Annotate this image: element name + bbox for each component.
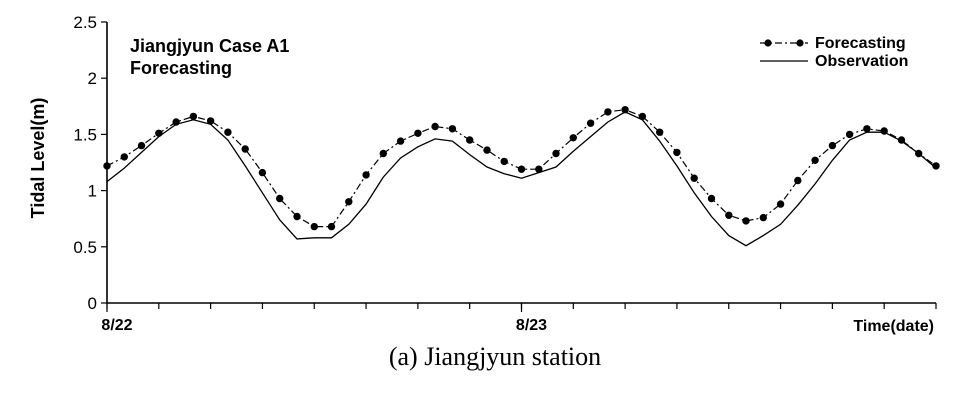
forecasting-point — [155, 129, 163, 137]
observation-line — [106, 111, 937, 247]
y-tick-labels: 0 0.5 1 1.5 2 2.5 — [73, 13, 97, 313]
forecasting-point — [845, 130, 854, 139]
series-forecasting — [103, 106, 940, 231]
forecasting-point — [759, 213, 767, 222]
legend-observation-label: Observation — [815, 53, 908, 70]
forecasting-point — [656, 128, 664, 136]
forecasting-point — [466, 136, 474, 144]
x-tick-label: 8/22 — [101, 317, 132, 334]
forecasting-point — [673, 148, 681, 157]
forecasting-point — [621, 106, 629, 114]
figure-caption: (a) Jiangjyun station — [389, 342, 601, 371]
forecasting-point — [241, 145, 249, 153]
forecasting-point — [362, 171, 370, 179]
annotation-line-2: Forecasting — [130, 58, 232, 78]
forecasting-point — [310, 222, 318, 231]
forecasting-point — [725, 211, 733, 219]
forecasting-point — [897, 136, 906, 144]
forecasting-point — [120, 153, 128, 161]
forecasting-point — [206, 117, 215, 125]
forecasting-point — [604, 108, 612, 116]
forecasting-point — [880, 127, 888, 135]
legend-forecasting-label: Forecasting — [815, 35, 906, 52]
forecasting-point — [863, 125, 871, 133]
forecasting-point — [828, 141, 837, 150]
y-tick-label: 2 — [88, 69, 97, 88]
forecasting-point — [500, 157, 508, 166]
axis-ticks — [101, 21, 937, 312]
forecasting-point — [811, 156, 819, 164]
forecasting-point — [794, 176, 802, 185]
forecasting-point — [103, 162, 111, 170]
forecasting-point — [517, 165, 526, 173]
forecasting-point — [137, 141, 146, 150]
x-axis-label: Time(date) — [853, 318, 934, 335]
forecasting-point — [552, 149, 560, 158]
forecasting-point — [345, 198, 353, 206]
forecasting-point — [224, 128, 232, 136]
forecasting-point — [586, 119, 595, 127]
y-tick-label: 2.5 — [73, 13, 97, 32]
forecasting-point — [776, 200, 785, 208]
forecasting-point — [932, 162, 940, 170]
y-tick-label: 0.5 — [73, 238, 97, 257]
x-tick-labels: 8/22 8/23 — [101, 317, 547, 334]
forecasting-point — [276, 194, 284, 203]
forecasting-point — [189, 112, 198, 121]
forecasting-point — [742, 217, 750, 225]
plot-axes — [106, 22, 936, 304]
forecasting-point — [535, 165, 543, 173]
y-tick-label: 0 — [88, 294, 97, 313]
legend: Forecasting Observation — [760, 35, 908, 70]
series-observation — [106, 111, 937, 247]
y-tick-label: 1.5 — [73, 125, 97, 144]
forecasting-point — [690, 174, 698, 182]
y-axis-label: Tidal Level(m) — [28, 98, 48, 219]
legend-forecasting-marker — [796, 39, 804, 47]
forecasting-point — [569, 134, 577, 142]
y-tick-label: 1 — [88, 182, 97, 201]
x-tick-label: 8/23 — [516, 317, 547, 334]
forecasting-point — [258, 168, 267, 177]
forecasting-point — [414, 129, 422, 137]
legend-forecasting-marker — [764, 39, 772, 47]
forecasting-point — [379, 149, 387, 158]
forecasting-point — [172, 118, 180, 126]
forecasting-point — [483, 146, 491, 154]
forecasting-point — [327, 222, 336, 231]
forecasting-point — [638, 112, 647, 121]
forecasting-point — [396, 137, 405, 145]
forecasting-point — [915, 149, 923, 158]
forecasting-point — [448, 125, 457, 133]
forecasting-point — [707, 194, 716, 203]
forecasting-point — [293, 212, 301, 221]
forecasting-point — [431, 122, 439, 131]
annotation-line-1: Jiangjyun Case A1 — [130, 36, 289, 56]
